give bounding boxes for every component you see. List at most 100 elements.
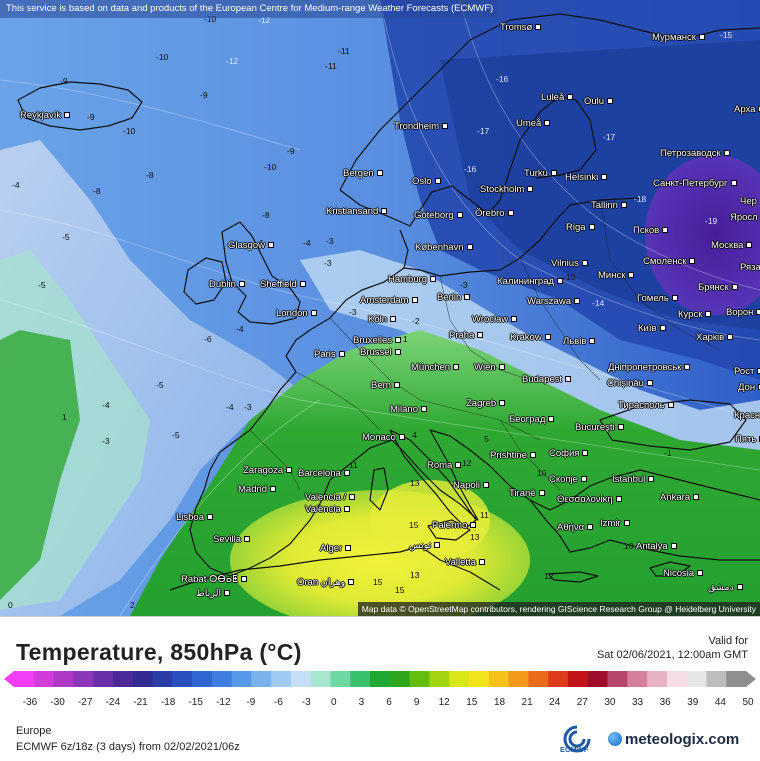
temperature-value: -9 [287, 146, 295, 156]
temperature-value: -3 [460, 280, 468, 290]
city-label: Kraków [510, 332, 551, 343]
city-label: Hamburg [388, 274, 436, 285]
scale-tick-label: 44 [715, 697, 727, 708]
scale-tick-label: 0 [331, 697, 337, 708]
city-label: دمشق [708, 582, 743, 593]
scale-swatch [231, 671, 252, 687]
city-label: Warszawa [527, 296, 580, 307]
city-label: Смоленск [643, 256, 695, 267]
city-label: Stockholm [480, 184, 533, 195]
city-label: Bern [371, 380, 400, 391]
city-label: Lisboa [176, 512, 213, 523]
scale-swatch [370, 671, 391, 687]
temperature-value: -16 [496, 74, 509, 84]
city-label: Bucureşti [575, 422, 624, 433]
city-label: Tallinn [591, 200, 627, 211]
weather-map[interactable]: -10 -12 -10 -12 -11 -11 -9 -9 -9 -10 -16 -17 -17 -15-… [0, 0, 760, 616]
scale-swatch [152, 671, 173, 687]
temperature-value: 1 [403, 334, 408, 344]
temperature-value: 12 [462, 458, 472, 468]
city-label: Яросл [730, 212, 760, 223]
city-label: München [411, 362, 459, 373]
scale-swatch [607, 671, 628, 687]
scale-swatch [53, 671, 74, 687]
city-label: København [415, 242, 473, 253]
map-title: Temperature, 850hPa (°C) [16, 639, 302, 665]
city-label: الرباط [196, 588, 230, 599]
city-label: Madrid [238, 484, 276, 495]
city-label: Львів [563, 336, 595, 347]
meteologix-logo[interactable]: meteologix.com [608, 731, 739, 748]
city-label: Скопје [549, 474, 587, 485]
city-label: Valencia / [305, 492, 355, 503]
temperature-value: -12 [258, 15, 271, 25]
temperature-value: 10 [624, 541, 634, 551]
temperature-value: -3 [349, 307, 357, 317]
city-label: Köln [368, 314, 396, 325]
temperature-value: -4 [226, 402, 234, 412]
temperature-value: -8 [93, 186, 101, 196]
city-label: Prishtine [490, 450, 536, 461]
temperature-value: -19 [705, 216, 718, 226]
city-label: Москва [711, 240, 752, 251]
city-label: Ворон [726, 307, 760, 318]
city-label: Tiranë [509, 488, 545, 499]
temperature-value: -4 [102, 400, 110, 410]
scale-swatch [409, 671, 430, 687]
city-label: Turku [524, 168, 557, 179]
scale-swatch [172, 671, 193, 687]
scale-swatch [350, 671, 371, 687]
temperature-value: -17 [477, 126, 490, 136]
city-label: Göteborg [414, 210, 463, 221]
city-label: Alger [320, 543, 351, 554]
temperature-value: 2 [130, 600, 135, 610]
scale-swatch [469, 671, 490, 687]
scale-swatch [429, 671, 450, 687]
city-label: Дон [738, 382, 760, 393]
city-label: Barcelona [298, 468, 350, 479]
city-label: Chișinău [607, 378, 653, 389]
temperature-value: -3 [326, 236, 334, 246]
scale-tick-label: 27 [577, 697, 589, 708]
scale-tick-label: -27 [78, 697, 93, 708]
scale-tick-label: 30 [604, 697, 616, 708]
city-label: Oslo [412, 176, 441, 187]
temperature-value: -14 [592, 298, 605, 308]
city-label: Харків [696, 332, 733, 343]
temperature-value: 0 [8, 600, 13, 610]
scale-tick-label: 6 [386, 697, 392, 708]
city-label: Napoli [453, 480, 489, 491]
temperature-value: -11 [325, 61, 337, 71]
temperature-value: -10 [204, 14, 217, 24]
scale-swatch [330, 671, 351, 687]
city-label: София [549, 448, 588, 459]
temperature-value: 10 [537, 468, 547, 478]
scale-swatch [567, 671, 589, 687]
city-label: Izmir [600, 518, 630, 529]
scale-tick-label: 36 [660, 697, 672, 708]
city-label: Paris [314, 349, 345, 360]
scale-tick-label: -18 [161, 697, 176, 708]
city-label: Псков [633, 225, 668, 236]
city-label: Пять [735, 434, 760, 445]
scale-swatch [112, 671, 134, 687]
city-label: Luleå [541, 92, 573, 103]
temperature-field [0, 0, 760, 616]
scale-tick-label: -24 [106, 697, 121, 708]
city-label: Palermo [432, 520, 476, 531]
legend-panel: Temperature, 850hPa (°C) Valid for Sat 0… [0, 616, 760, 761]
city-label: Glasgow [228, 240, 274, 251]
temperature-value: -10 [563, 272, 576, 282]
scale-tick-label: 15 [466, 697, 478, 708]
temperature-value: -16 [464, 164, 477, 174]
temperature-value: -9 [87, 112, 95, 122]
city-label: Чер [740, 196, 760, 207]
temperature-value: -10 [264, 162, 277, 172]
city-label: Valletta [445, 557, 485, 568]
map-attribution[interactable]: Map data © OpenStreetMap contributors, r… [357, 602, 760, 616]
scale-swatch [251, 671, 272, 687]
scale-tick-label: -6 [274, 697, 283, 708]
temperature-value: -5 [156, 380, 164, 390]
temperature-value: -4 [303, 238, 311, 248]
temperature-value: -18 [634, 194, 647, 204]
